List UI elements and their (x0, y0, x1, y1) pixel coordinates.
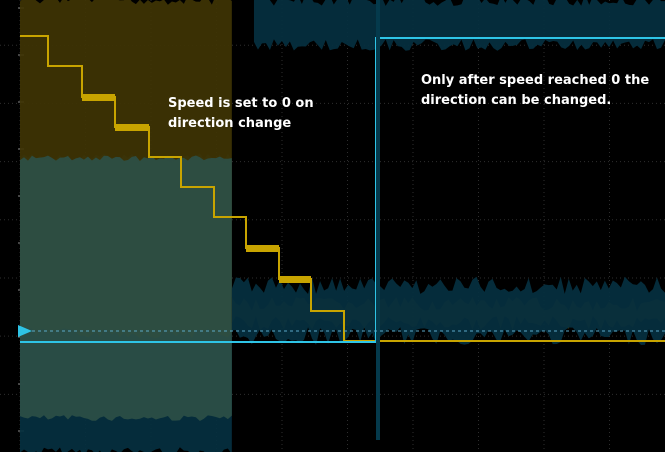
overlap-band (20, 155, 232, 421)
trigger-markers (18, 325, 665, 337)
ch1-settling-segment (82, 94, 115, 101)
ch2-noise-band-high (253, 0, 665, 51)
annotation-direction-change: Only after speed reached 0 the direction… (421, 73, 650, 108)
ch1-settling-segment (279, 276, 311, 283)
ch2-noise-band-after (231, 276, 665, 345)
noise-bands (20, 0, 665, 452)
trigger-marker-icon (18, 325, 32, 337)
annotation-speed-set-to-zero: Speed is set to 0 on direction change (168, 96, 314, 131)
ch1-settling-segment (246, 245, 279, 252)
ch1-settling-segment (115, 124, 149, 131)
signal-traces (20, 0, 665, 440)
ch1-speed-trace (20, 35, 665, 342)
